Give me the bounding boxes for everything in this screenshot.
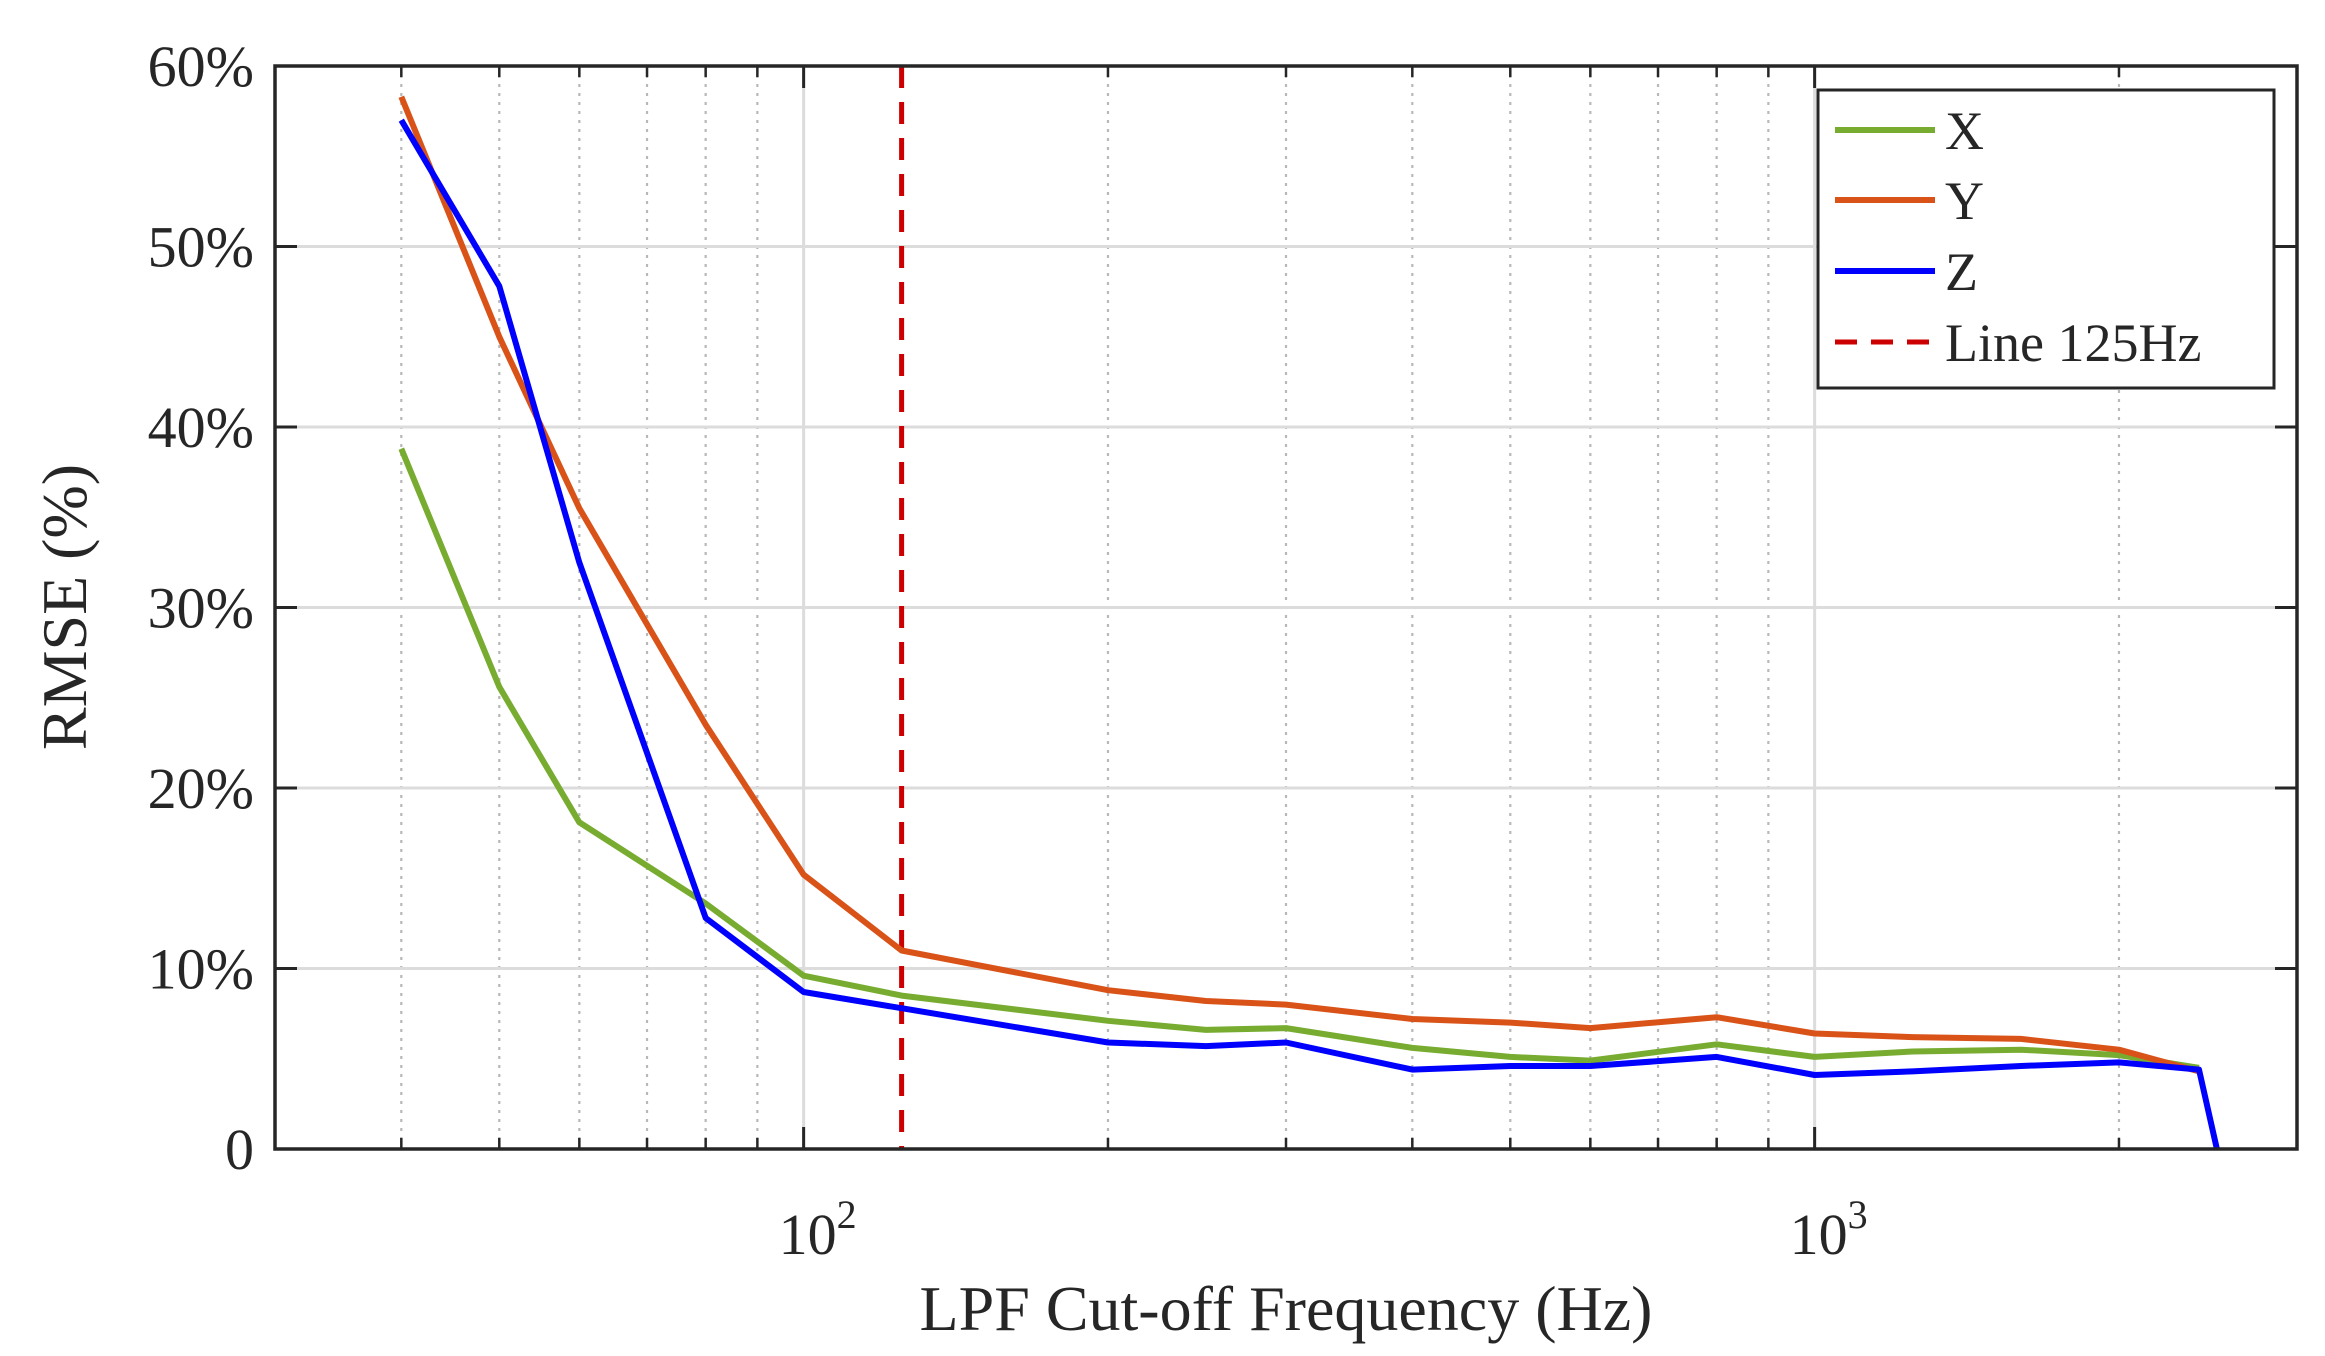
x-tick-label: 102 <box>779 1192 857 1267</box>
legend-label-y: Y <box>1945 171 1984 231</box>
legend-label-reference: Line 125Hz <box>1945 313 2201 373</box>
x-tick-exponent: 3 <box>1848 1192 1868 1237</box>
series-layer <box>398 95 2220 1150</box>
y-tick-label: 10% <box>148 937 254 1002</box>
y-tick-labels: 0 10% 20% 30% 40% 50% 60% <box>148 34 254 1182</box>
x-tick-exponent: 2 <box>837 1192 857 1237</box>
x-tick-label: 103 <box>1790 1192 1868 1267</box>
series-line-x <box>398 447 2200 1071</box>
series-line-z <box>398 118 2220 1150</box>
y-tick-label: 40% <box>148 395 254 460</box>
legend: X Y Z Line 125Hz <box>1816 88 2276 390</box>
y-tick-label: 60% <box>148 34 254 99</box>
x-tick-base: 10 <box>779 1202 837 1267</box>
tick-marks <box>273 64 2299 1151</box>
y-tick-label: 50% <box>148 215 254 280</box>
y-axis-label: RMSE (%) <box>29 464 100 750</box>
y-tick-label: 20% <box>148 756 254 821</box>
y-tick-label: 30% <box>148 576 254 641</box>
y-tick-label: 0 <box>225 1117 254 1182</box>
legend-label-z: Z <box>1945 242 1978 302</box>
x-axis-label: LPF Cut-off Frequency (Hz) <box>920 1273 1653 1344</box>
x-tick-labels: 102 103 <box>779 1192 1868 1267</box>
legend-box <box>1816 88 2276 390</box>
legend-label-x: X <box>1945 101 1984 161</box>
series-line-y <box>398 95 2200 1075</box>
x-tick-base: 10 <box>1790 1202 1848 1267</box>
